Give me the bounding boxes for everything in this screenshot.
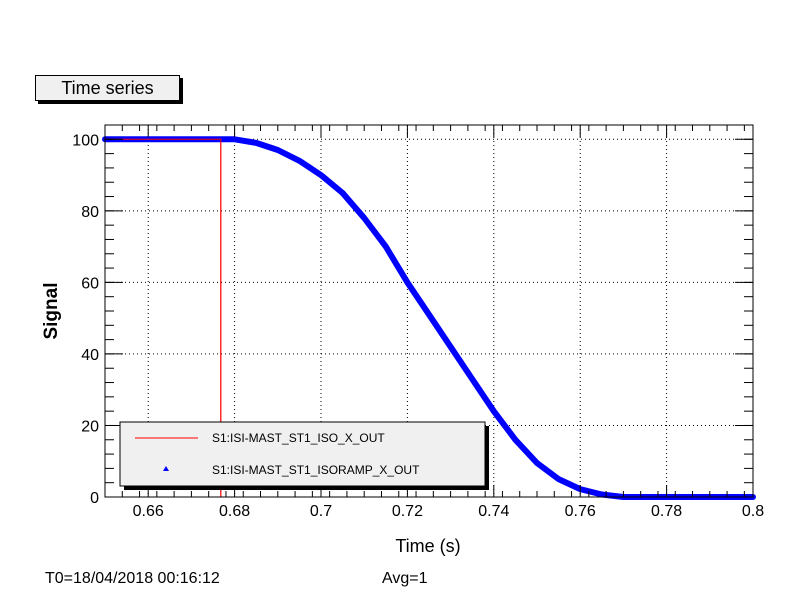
legend-entry-2: S1:ISI-MAST_ST1_ISORAMP_X_OUT bbox=[212, 463, 420, 477]
x-tick-label: 0.78 bbox=[651, 503, 682, 520]
y-tick-label: 40 bbox=[81, 347, 99, 364]
x-tick-label: 0.72 bbox=[392, 503, 423, 520]
chart-title: Time series bbox=[35, 75, 180, 101]
series-1-line bbox=[105, 138, 753, 498]
legend-box bbox=[119, 421, 486, 487]
y-tick-label: 60 bbox=[81, 275, 99, 292]
x-tick-label: 0.76 bbox=[565, 503, 596, 520]
x-tick-label: 0.66 bbox=[133, 503, 164, 520]
x-tick-label: 0.8 bbox=[742, 503, 764, 520]
x-axis-label: Time (s) bbox=[395, 536, 460, 556]
x-tick-label: 0.68 bbox=[219, 503, 250, 520]
x-tick-label: 0.74 bbox=[478, 503, 509, 520]
legend-entry-1: S1:ISI-MAST_ST1_ISO_X_OUT bbox=[212, 431, 385, 445]
footer-t0: T0=18/04/2018 00:16:12 bbox=[45, 570, 220, 587]
y-tick-label: 0 bbox=[90, 490, 99, 507]
legend-triangle-marker bbox=[163, 466, 169, 471]
y-tick-label: 100 bbox=[72, 132, 99, 149]
y-axis-label: Signal bbox=[41, 282, 62, 339]
y-tick-label: 20 bbox=[81, 418, 99, 435]
legend: S1:ISI-MAST_ST1_ISO_X_OUT S1:ISI-MAST_ST… bbox=[119, 421, 489, 490]
x-tick-label: 0.7 bbox=[310, 503, 332, 520]
axes: 0.66 0.68 0.7 0.72 0.74 0.76 0.78 0.8 0 20 40 60 80 1… bbox=[72, 124, 764, 520]
y-tick-label: 80 bbox=[81, 204, 99, 221]
footer-avg: Avg=1 bbox=[382, 570, 428, 587]
